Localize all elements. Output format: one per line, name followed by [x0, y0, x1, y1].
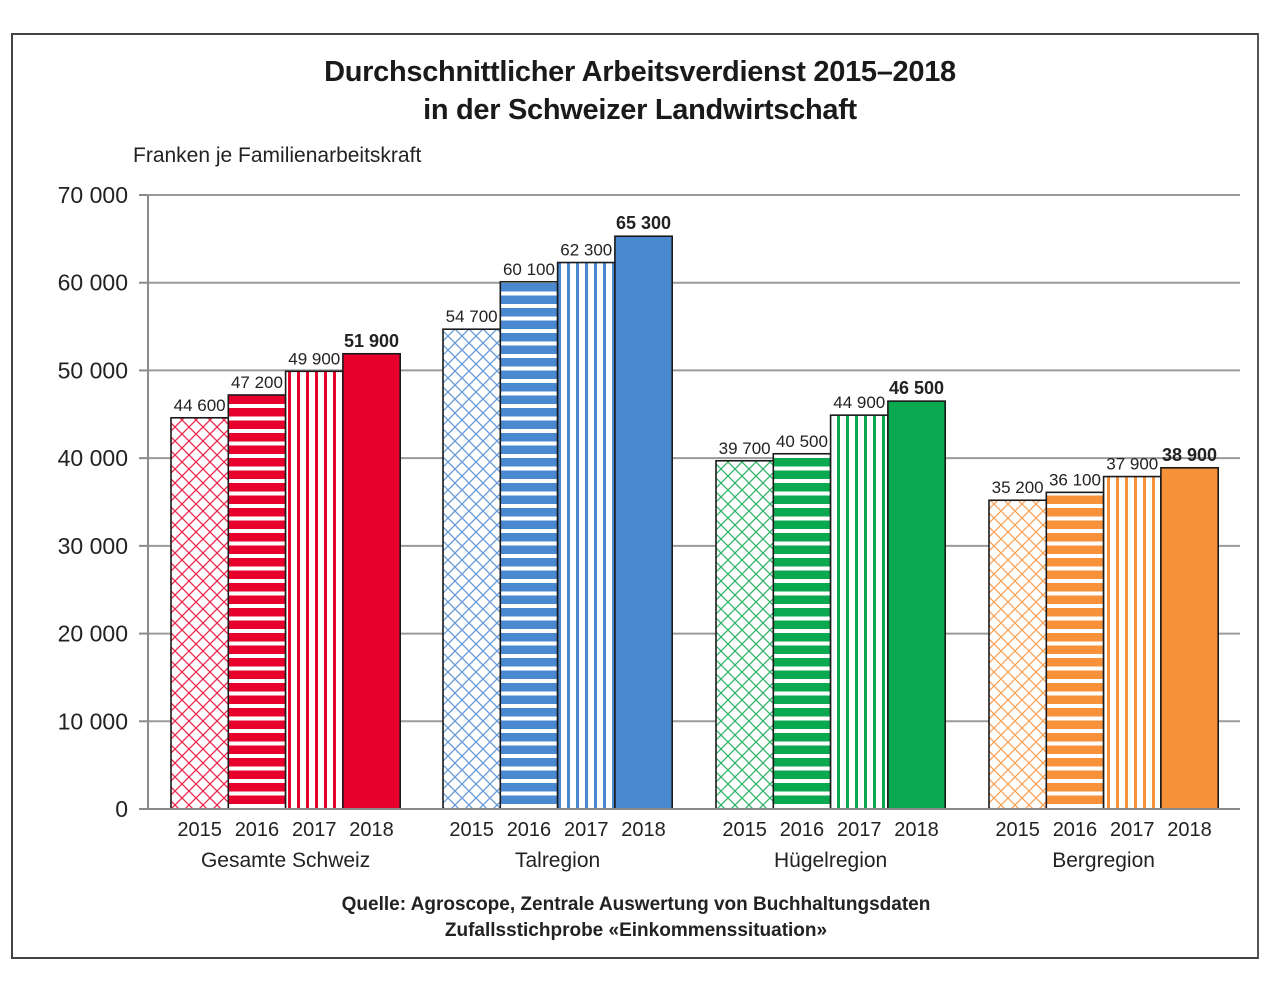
- bar: [227, 394, 287, 810]
- bar: [887, 400, 947, 810]
- y-tick-label: 70 000: [58, 182, 128, 208]
- x-tick-label: 2016: [507, 819, 552, 841]
- x-tick-label: 2016: [1053, 819, 1098, 841]
- bar: [829, 414, 889, 810]
- bar: [772, 452, 832, 810]
- category-label: Bergregion: [1052, 849, 1155, 872]
- x-axis: 2015 2016 2017 2018 Gesamte Schweiz 2015 2016 2…: [139, 808, 1240, 872]
- x-tick-label: 2016: [780, 819, 825, 841]
- x-tick-label: 2017: [292, 819, 337, 841]
- bar: [1160, 466, 1220, 810]
- data-label: 36 100: [1049, 470, 1101, 489]
- bar: [170, 416, 230, 810]
- y-tick-label: 20 000: [58, 621, 128, 647]
- bar: [715, 459, 775, 810]
- x-tick-label: 2015: [449, 819, 494, 841]
- chart-title: Durchschnittlicher Arbeitsverdienst 2015…: [324, 56, 956, 88]
- data-label: 65 300: [616, 213, 671, 233]
- bar: [988, 499, 1048, 810]
- bar: [442, 328, 502, 810]
- data-label: 54 700: [446, 307, 498, 326]
- x-tick-label: 2018: [1167, 819, 1212, 841]
- y-tick-label: 40 000: [58, 445, 128, 471]
- x-tick-label: 2015: [995, 819, 1040, 841]
- y-tick-label: 30 000: [58, 533, 128, 559]
- data-label: 49 900: [288, 349, 340, 368]
- y-axis: 0 10 000 20 000 30 000 40 000 50 000 60 000 70 …: [58, 182, 149, 822]
- bar: [556, 261, 616, 810]
- x-tick-label: 2017: [837, 819, 882, 841]
- chart-subtitle: in der Schweizer Landwirtschaft: [423, 94, 857, 126]
- bar: [342, 352, 401, 810]
- bar: [1045, 491, 1105, 810]
- data-label: 35 200: [992, 478, 1044, 497]
- data-label: 51 900: [344, 331, 399, 351]
- x-tick-label: 2015: [722, 819, 767, 841]
- data-label: 47 200: [231, 373, 283, 392]
- data-label: 44 600: [174, 396, 226, 415]
- x-tick-label: 2018: [894, 819, 939, 841]
- bar: [284, 370, 344, 810]
- data-label: 46 500: [889, 378, 944, 398]
- y-tick-label: 0: [115, 796, 128, 822]
- x-tick-label: 2018: [349, 819, 394, 841]
- source-note-sample: Zufallsstichprobe «Einkommenssituation»: [444, 920, 828, 941]
- category-label: Hügelregion: [774, 849, 887, 872]
- y-axis-label: Franken je Familienarbeitskraft: [133, 144, 422, 167]
- bar-group-bergregion: 35 200 36 100 37 900 38 900: [988, 445, 1220, 810]
- data-label: 40 500: [776, 432, 828, 451]
- category-label: Gesamte Schweiz: [201, 849, 370, 872]
- data-label: 38 900: [1162, 445, 1217, 465]
- x-tick-label: 2016: [235, 819, 280, 841]
- y-tick-label: 10 000: [58, 708, 128, 734]
- bar: [499, 281, 559, 810]
- data-label: 44 900: [833, 393, 885, 412]
- bar: [1102, 475, 1162, 810]
- data-label: 39 700: [719, 439, 771, 458]
- data-label: 37 900: [1106, 455, 1158, 474]
- x-tick-label: 2015: [177, 819, 222, 841]
- x-tick-label: 2017: [1110, 819, 1155, 841]
- x-tick-label: 2018: [621, 819, 666, 841]
- x-tick-label: 2017: [564, 819, 609, 841]
- category-label: Talregion: [515, 849, 600, 872]
- source-note: Quelle: Agroscope, Zentrale Auswertung v…: [341, 894, 931, 915]
- bar: [614, 235, 674, 810]
- y-tick-label: 50 000: [58, 357, 128, 383]
- y-tick-label: 60 000: [58, 270, 128, 296]
- data-label: 60 100: [503, 260, 555, 279]
- data-label: 62 300: [560, 241, 612, 260]
